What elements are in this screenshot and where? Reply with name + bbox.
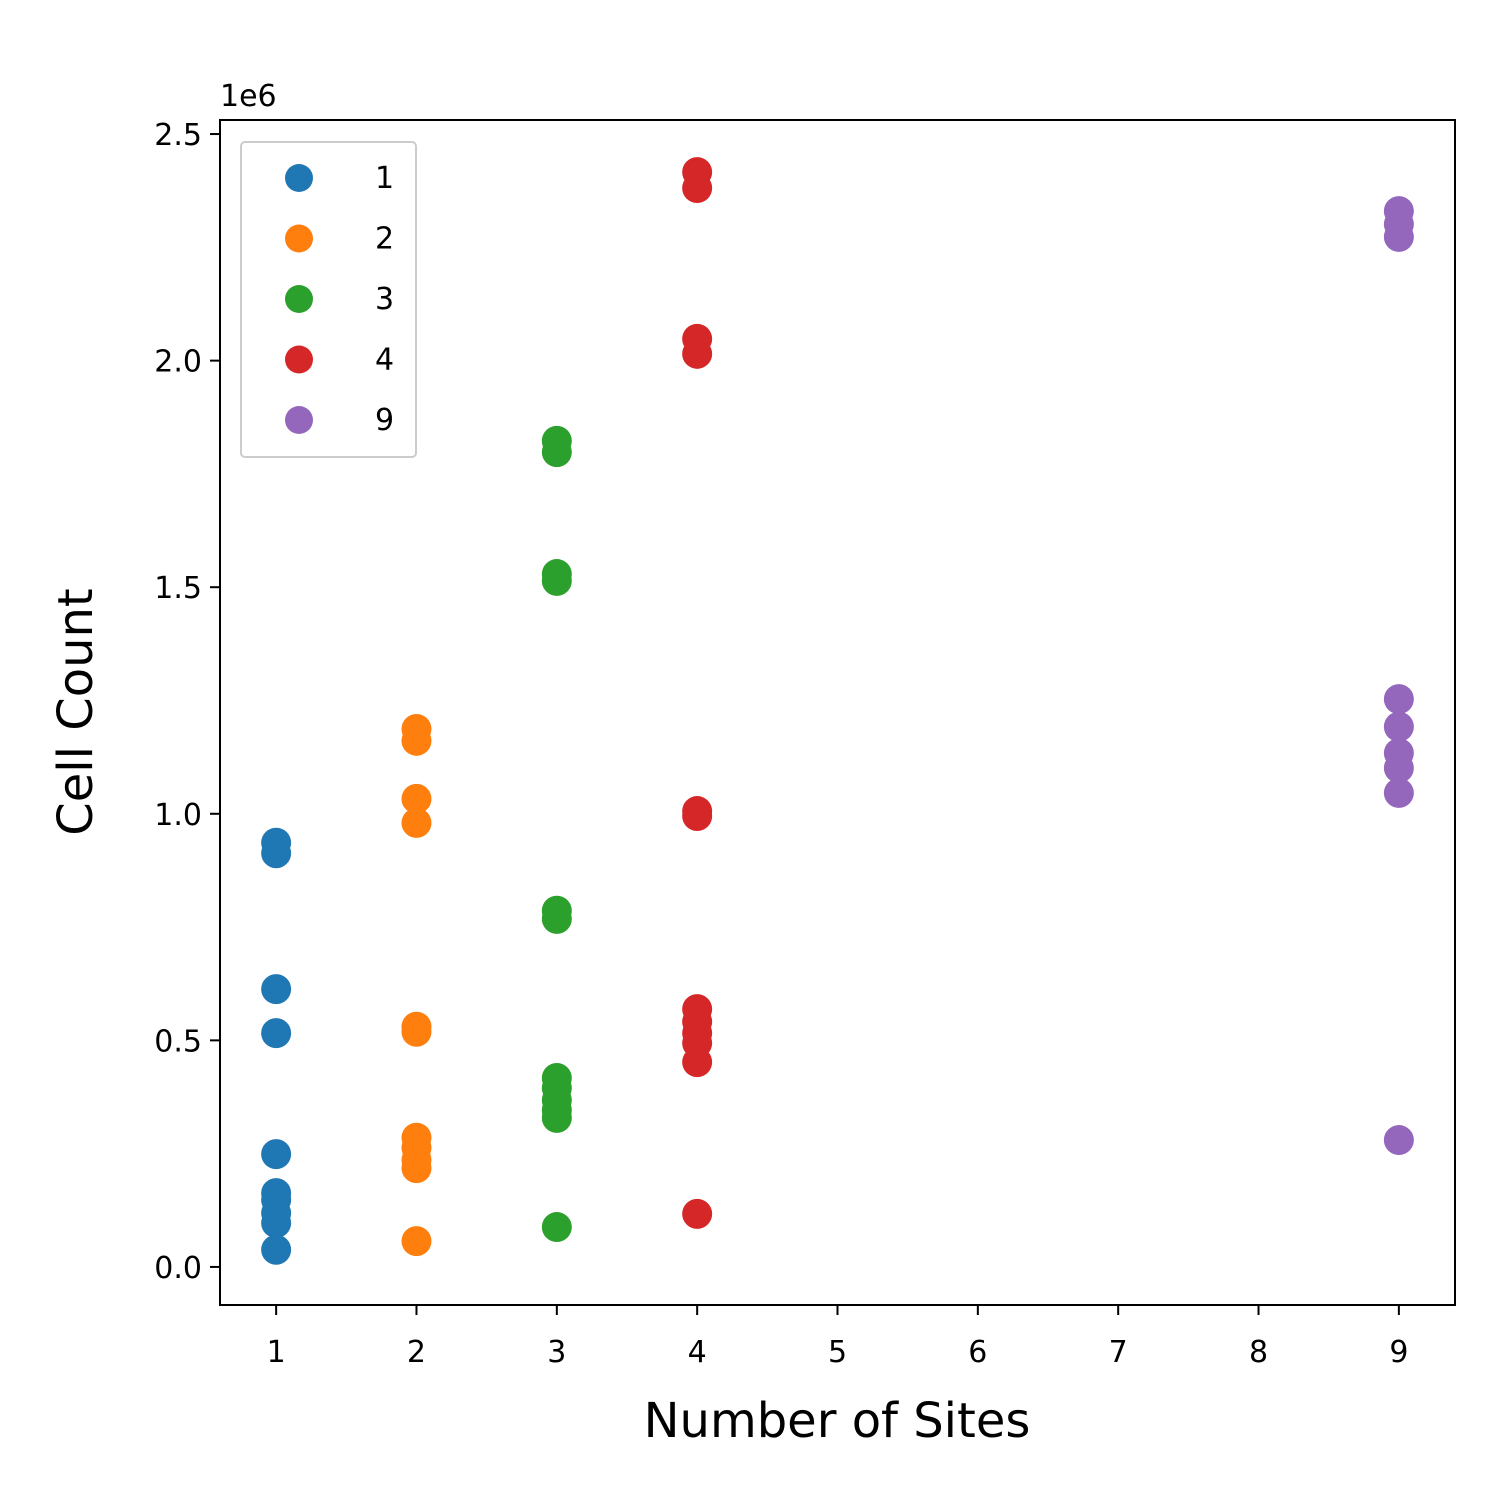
point (1383, 221, 1414, 252)
x-tick-label: 7 (1109, 1335, 1128, 1370)
point (541, 1212, 572, 1243)
point (541, 903, 572, 934)
y-tick-label: 2.0 (154, 345, 202, 380)
point (401, 807, 432, 838)
point (261, 1139, 292, 1170)
legend-label: 9 (375, 403, 394, 438)
point (261, 1234, 292, 1265)
x-tick-label: 1 (267, 1335, 286, 1370)
point (541, 1102, 572, 1133)
legend-label: 1 (375, 161, 394, 196)
legend-label: 4 (375, 343, 394, 378)
point (541, 437, 572, 468)
point (1383, 1125, 1414, 1156)
x-tick-label: 9 (1389, 1335, 1408, 1370)
legend-marker (285, 224, 313, 253)
y-tick-label: 1.0 (154, 798, 202, 833)
point (682, 172, 713, 203)
y-tick-label: 1.5 (154, 571, 202, 606)
point (261, 974, 292, 1005)
point (261, 1207, 292, 1238)
legend-label: 2 (375, 222, 394, 257)
point (541, 565, 572, 596)
y-offset-label: 1e6 (220, 79, 277, 114)
point (1383, 777, 1414, 808)
x-tick-label: 2 (407, 1335, 426, 1370)
point (682, 801, 713, 832)
legend-marker (285, 285, 313, 313)
y-axis-label: Cell Count (48, 588, 104, 836)
point (1383, 753, 1414, 784)
point (401, 1016, 432, 1047)
legend-marker (285, 164, 313, 192)
point (401, 783, 432, 814)
point (682, 338, 713, 369)
point (401, 725, 432, 756)
x-tick-label: 4 (688, 1335, 707, 1370)
point (1383, 711, 1414, 742)
point (261, 838, 292, 869)
point (401, 1153, 432, 1184)
legend-label: 3 (375, 282, 394, 317)
point (401, 1226, 432, 1257)
x-tick-label: 6 (968, 1335, 987, 1370)
point (1383, 684, 1414, 715)
legend-marker (285, 345, 313, 374)
point (261, 1018, 292, 1049)
plot-frame (219, 119, 1456, 1306)
y-tick-label: 0.5 (154, 1024, 202, 1059)
legend-box (240, 141, 417, 458)
x-tick-label: 5 (828, 1335, 847, 1370)
y-tick-label: 2.5 (154, 118, 202, 153)
legend-marker (285, 406, 313, 434)
y-tick-label: 0.0 (154, 1251, 202, 1286)
x-axis-label: Number of Sites (644, 1393, 1031, 1449)
point (682, 1198, 713, 1229)
x-tick-label: 8 (1249, 1335, 1268, 1370)
x-tick-label: 3 (547, 1335, 566, 1370)
point (682, 1047, 713, 1078)
